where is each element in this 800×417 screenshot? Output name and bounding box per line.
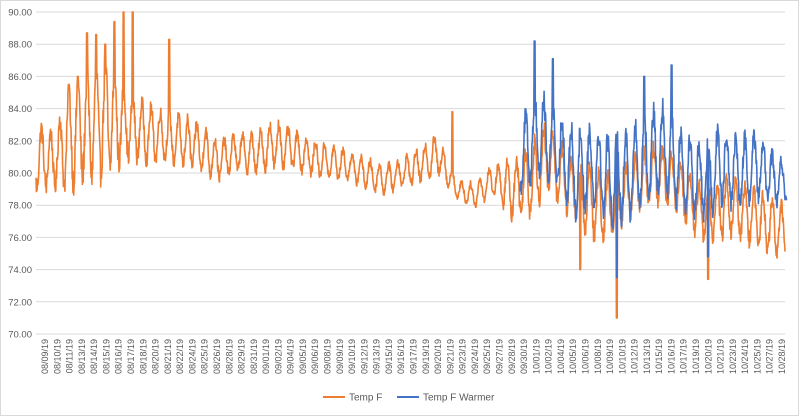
x-tick-label: 09/08/19 [323, 339, 333, 374]
x-tick-label: 10/04/19 [556, 339, 566, 374]
y-tick-label: 74.00 [8, 265, 32, 276]
x-tick-label: 09/23/19 [458, 339, 468, 374]
x-tick-label: 10/17/19 [679, 339, 689, 374]
x-tick-label: 08/14/19 [89, 339, 99, 374]
x-tick-label: 08/26/19 [212, 339, 222, 374]
x-tick-label: 10/02/19 [544, 339, 554, 374]
x-tick-label: 10/13/19 [642, 339, 652, 374]
x-tick-label: 09/12/19 [359, 339, 369, 374]
x-tick-label: 09/15/19 [384, 339, 394, 374]
legend-label: Temp F [349, 393, 382, 404]
x-tick-label: 10/25/19 [752, 339, 762, 374]
x-tick-label: 09/01/19 [261, 339, 271, 374]
x-tick-label: 08/11/19 [65, 339, 75, 373]
x-tick-label: 08/20/19 [151, 339, 161, 374]
x-tick-label: 08/21/19 [163, 339, 173, 374]
x-tick-label: 08/13/19 [77, 339, 87, 374]
x-tick-label: 10/16/19 [666, 339, 676, 374]
x-tick-label: 09/20/19 [433, 339, 443, 374]
x-tick-label: 10/09/19 [605, 339, 615, 374]
x-tick-label: 10/01/19 [531, 339, 541, 374]
x-axis-ticks: 08/09/19 08/10/19 08/11/19 08/13/19 08/14/19… [40, 339, 787, 374]
x-tick-label: 08/09/19 [40, 339, 50, 374]
y-tick-label: 86.00 [8, 72, 32, 83]
x-tick-label: 09/13/19 [372, 339, 382, 374]
series-lines [35, 11, 788, 319]
x-tick-label: 10/08/19 [593, 339, 603, 374]
x-tick-label: 10/05/19 [568, 339, 578, 374]
series-line-temp-f [35, 11, 786, 319]
x-tick-label: 10/23/19 [728, 339, 738, 374]
x-tick-label: 08/17/19 [126, 339, 136, 374]
x-tick-label: 08/25/19 [200, 339, 210, 374]
x-tick-label: 08/15/19 [101, 339, 111, 374]
x-tick-label: 09/28/19 [507, 339, 517, 374]
x-tick-label: 10/12/19 [630, 339, 640, 374]
x-tick-label: 08/10/19 [52, 339, 62, 374]
x-tick-label: 08/16/19 [114, 339, 124, 374]
x-tick-label: 10/20/19 [703, 339, 713, 374]
x-tick-label: 10/28/19 [777, 339, 787, 374]
x-tick-label: 09/21/19 [445, 339, 455, 374]
x-tick-label: 08/18/19 [138, 339, 148, 374]
y-tick-label: 90.00 [8, 8, 32, 19]
y-tick-label: 88.00 [8, 40, 32, 51]
x-tick-label: 09/27/19 [494, 339, 504, 374]
x-tick-label: 08/24/19 [187, 339, 197, 374]
x-tick-label: 10/24/19 [740, 339, 750, 374]
x-tick-label: 09/17/19 [409, 339, 419, 374]
y-tick-label: 82.00 [8, 136, 32, 147]
x-tick-label: 09/05/19 [298, 339, 308, 374]
series-line-temp-f-warmer [519, 40, 788, 279]
legend: Temp F Temp F Warmer [323, 393, 495, 404]
y-tick-label: 84.00 [8, 104, 32, 115]
y-tick-label: 78.00 [8, 201, 32, 212]
x-tick-label: 09/09/19 [335, 339, 345, 374]
x-tick-label: 09/02/19 [273, 339, 283, 374]
x-tick-label: 09/16/19 [396, 339, 406, 374]
x-tick-label: 10/06/19 [580, 339, 590, 374]
x-tick-label: 08/29/19 [237, 339, 247, 374]
y-axis-ticks: 70.00 72.00 74.00 76.00 78.00 80.00 82.00 84.00… [8, 8, 32, 341]
x-tick-label: 09/10/19 [347, 339, 357, 374]
x-tick-label: 10/15/19 [654, 339, 664, 374]
y-tick-label: 76.00 [8, 233, 32, 244]
x-tick-label: 09/04/19 [286, 339, 296, 374]
x-tick-label: 09/06/19 [310, 339, 320, 374]
x-tick-label: 10/10/19 [617, 339, 627, 374]
x-tick-label: 10/21/19 [716, 339, 726, 374]
x-tick-label: 09/24/19 [470, 339, 480, 374]
x-tick-label: 08/22/19 [175, 339, 185, 374]
y-tick-label: 70.00 [8, 330, 32, 341]
x-tick-label: 09/30/19 [519, 339, 529, 374]
y-tick-label: 80.00 [8, 169, 32, 180]
x-tick-label: 10/19/19 [691, 339, 701, 374]
legend-label: Temp F Warmer [423, 393, 495, 404]
x-tick-label: 08/31/19 [249, 339, 259, 374]
x-tick-label: 10/27/19 [765, 339, 775, 374]
x-tick-label: 09/25/19 [482, 339, 492, 374]
x-tick-label: 08/28/19 [224, 339, 234, 374]
y-tick-label: 72.00 [8, 297, 32, 308]
x-tick-label: 09/19/19 [421, 339, 431, 374]
